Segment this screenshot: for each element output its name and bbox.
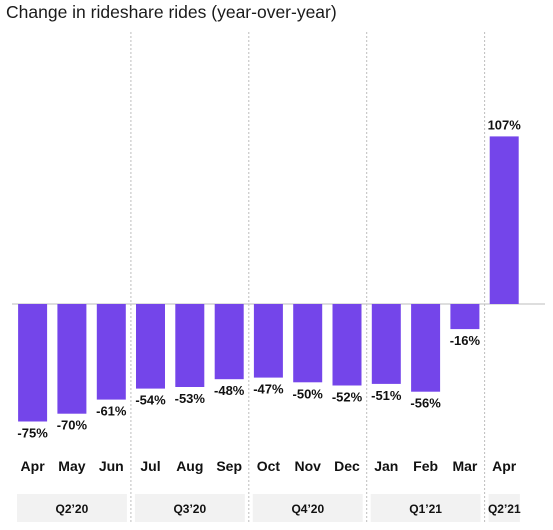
- quarter-band-3: [370, 494, 481, 522]
- quarter-label-3: Q1’21: [409, 502, 442, 516]
- value-label-5: -48%: [214, 383, 245, 398]
- bar-4: [175, 304, 205, 387]
- value-label-2: -61%: [96, 404, 127, 419]
- bar-1: [57, 304, 87, 414]
- bar-10: [411, 304, 441, 392]
- value-label-4: -53%: [175, 391, 206, 406]
- value-label-0: -75%: [17, 426, 48, 441]
- month-label-12: Apr: [492, 458, 517, 474]
- quarter-band-4: [488, 494, 520, 522]
- bar-0: [18, 304, 48, 422]
- bar-11: [450, 304, 480, 330]
- value-label-9: -51%: [371, 388, 402, 403]
- chart-title: Change in rideshare rides (year-over-yea…: [6, 2, 337, 22]
- month-label-3: Jul: [140, 458, 160, 474]
- bar-8: [332, 304, 362, 386]
- bar-6: [253, 304, 283, 378]
- month-label-1: May: [58, 458, 85, 474]
- quarter-separators: [130, 32, 486, 524]
- month-label-5: Sep: [216, 458, 242, 474]
- month-label-11: Mar: [452, 458, 477, 474]
- value-label-12: 107%: [488, 117, 522, 132]
- bar-2: [96, 304, 126, 400]
- month-label-2: Jun: [99, 458, 124, 474]
- value-label-7: -50%: [293, 386, 324, 401]
- value-label-8: -52%: [332, 390, 363, 405]
- quarter-labels: Q2’20 Q3’20 Q4’20 Q1’21 Q2’21: [56, 502, 521, 516]
- quarter-band-1: [134, 494, 245, 522]
- quarter-label-0: Q2’20: [56, 502, 89, 516]
- quarter-band-2: [252, 494, 363, 522]
- value-label-11: -16%: [450, 333, 481, 348]
- quarter-band-0: [17, 494, 127, 522]
- value-label-6: -47%: [253, 382, 284, 397]
- bar-5: [214, 304, 244, 380]
- month-label-9: Jan: [374, 458, 398, 474]
- value-labels: -75% -70% -61% -54% -53% -48% -47% -50% -52% -51%…: [17, 117, 521, 440]
- month-label-10: Feb: [413, 458, 438, 474]
- bar-12: [489, 136, 519, 304]
- quarter-bands: [17, 494, 520, 522]
- month-labels: Apr May Jun Jul Aug Sep Oct Nov Dec Jan Feb Mar Apr: [21, 458, 517, 474]
- quarter-label-1: Q3’20: [173, 502, 206, 516]
- month-label-4: Aug: [176, 458, 203, 474]
- bar-7: [293, 304, 323, 383]
- month-label-0: Apr: [21, 458, 46, 474]
- quarter-label-4: Q2’21: [488, 502, 521, 516]
- bar-3: [136, 304, 165, 389]
- value-label-10: -56%: [410, 396, 441, 411]
- month-label-6: Oct: [257, 458, 281, 474]
- bar-9: [371, 304, 401, 384]
- month-label-8: Dec: [334, 458, 360, 474]
- value-label-1: -70%: [57, 418, 88, 433]
- value-label-3: -54%: [135, 393, 166, 408]
- month-label-7: Nov: [294, 458, 321, 474]
- bars: [18, 136, 519, 422]
- quarter-label-2: Q4’20: [291, 502, 324, 516]
